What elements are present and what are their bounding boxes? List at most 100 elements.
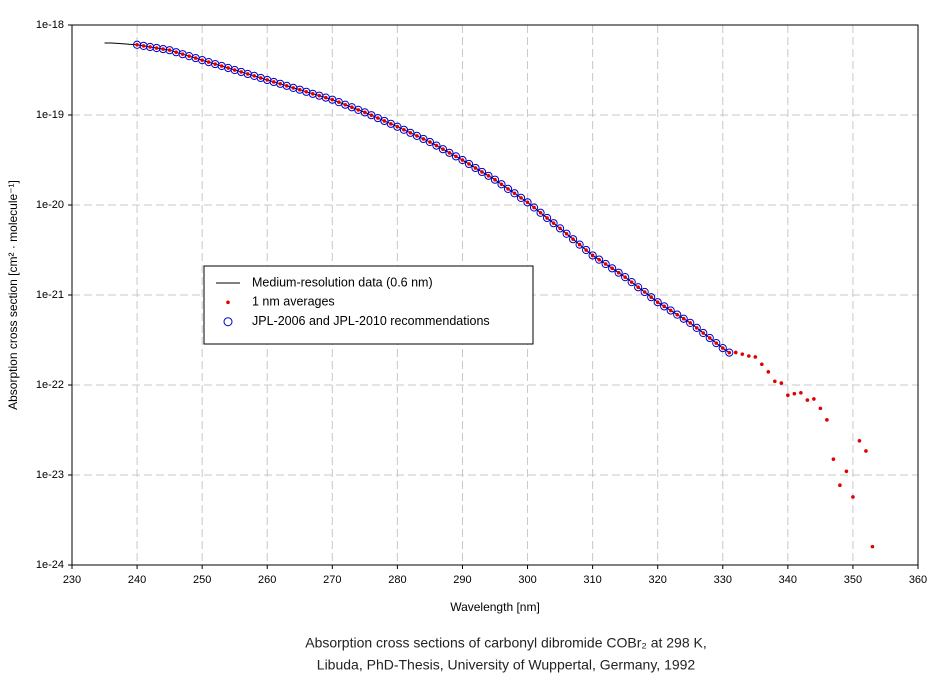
data-point [864, 449, 868, 453]
data-point [408, 131, 413, 135]
data-point [337, 100, 341, 104]
data-point [799, 390, 803, 395]
data-point [562, 229, 571, 238]
data-point [542, 213, 552, 223]
x-tick-label: 330 [714, 574, 732, 586]
data-point [206, 60, 211, 64]
data-point [447, 151, 452, 155]
data-point [271, 80, 276, 84]
data-point [428, 140, 432, 144]
data-point [395, 124, 400, 129]
data-point [167, 48, 172, 52]
data-point [432, 141, 441, 150]
y-axis-label: Absorption cross section [cm² · molecule… [6, 180, 20, 410]
data-point [419, 134, 428, 144]
data-point [536, 208, 545, 217]
data-point [720, 346, 725, 350]
caption: Libuda, PhD-Thesis, University of Wupper… [317, 657, 696, 673]
data-point [597, 257, 601, 262]
data-point [291, 86, 296, 90]
data-point [686, 318, 695, 327]
data-point [516, 193, 526, 202]
data-point [493, 177, 497, 182]
data-point [647, 293, 656, 302]
data-point [616, 270, 621, 275]
data-point [588, 251, 597, 260]
data-point [265, 78, 270, 82]
data-point [219, 64, 224, 68]
x-tick-label: 240 [128, 574, 146, 586]
data-point [621, 273, 630, 282]
caption: Absorption cross sections of carbonyl di… [305, 635, 707, 651]
data-point [460, 158, 465, 162]
data-point [555, 224, 565, 233]
data-point [180, 52, 185, 56]
data-point [373, 113, 382, 123]
data-point [187, 54, 191, 58]
legend-swatch [223, 317, 233, 327]
data-point [532, 205, 536, 210]
data-point [471, 163, 480, 173]
data-point [145, 42, 155, 52]
data-point [473, 166, 478, 170]
data-point [773, 379, 777, 384]
data-point [148, 45, 152, 49]
data-point [499, 182, 504, 187]
x-axis-label: Wavelength [nm] [450, 600, 540, 614]
data-point [369, 113, 374, 117]
data-point [779, 381, 784, 385]
x-tick-label: 260 [258, 574, 276, 586]
data-point [679, 314, 688, 323]
x-tick-label: 350 [844, 574, 862, 586]
data-point [675, 312, 680, 317]
legend-swatch [226, 300, 230, 305]
data-point [610, 266, 614, 271]
data-point [480, 170, 484, 174]
data-point [673, 310, 682, 319]
data-point [415, 134, 419, 138]
x-tick-label: 290 [453, 574, 471, 586]
data-point [692, 323, 701, 332]
data-point [304, 90, 309, 94]
x-tick-label: 230 [63, 574, 81, 586]
data-point [584, 248, 588, 252]
data-point [642, 290, 647, 294]
y-tick-label: 1e-22 [36, 379, 64, 391]
data-point [139, 41, 148, 50]
data-point [608, 264, 617, 273]
data-point [451, 152, 461, 161]
data-point [699, 328, 708, 338]
data-point [662, 304, 666, 309]
data-point [577, 242, 582, 247]
data-point [297, 87, 302, 92]
data-point [571, 237, 575, 241]
data-point [666, 306, 675, 315]
data-point [805, 398, 810, 402]
x-tick-label: 310 [583, 574, 601, 586]
data-point [551, 221, 556, 225]
data-point [549, 219, 558, 228]
legend-box [203, 265, 534, 345]
data-point [525, 200, 530, 205]
data-point [434, 143, 439, 148]
legend: Medium-resolution data (0.6 nm) 1 nm aver… [203, 265, 534, 345]
data-point [135, 42, 139, 47]
data-point [519, 196, 523, 200]
data-point [590, 253, 595, 258]
data-point [627, 278, 636, 287]
data-point [634, 283, 643, 292]
data-point [529, 203, 539, 212]
data-point [441, 147, 445, 151]
data-point [655, 300, 660, 304]
data-point [688, 321, 693, 325]
data-point [629, 280, 634, 284]
data-point [402, 127, 406, 132]
data-point [701, 331, 706, 335]
data-point [844, 469, 849, 474]
data-point [445, 148, 454, 157]
x-tick-label: 270 [323, 574, 341, 586]
data-point [545, 216, 549, 220]
x-tick-label: 320 [649, 574, 667, 586]
data-point [792, 391, 797, 396]
